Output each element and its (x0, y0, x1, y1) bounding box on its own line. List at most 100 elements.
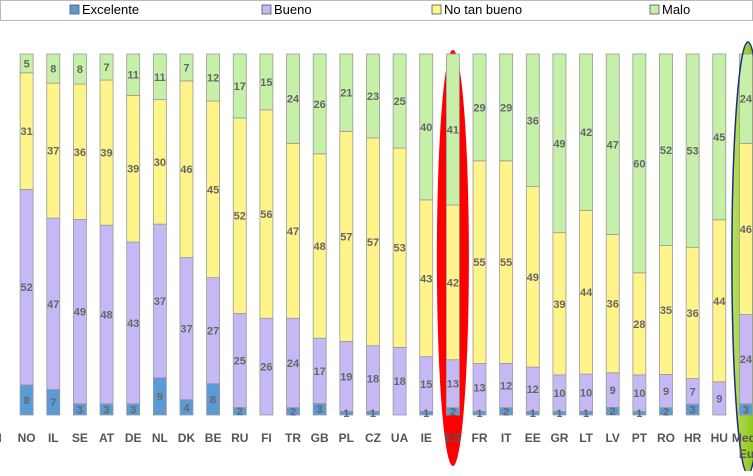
data-label-malo-cz: 23 (367, 91, 379, 103)
bar-malo-lt (579, 53, 593, 211)
bar-malo-lv (605, 53, 620, 235)
data-label-excelente-ru: 2 (237, 406, 243, 418)
bar-malo-be (206, 53, 221, 102)
x-tick-label-be: BE (205, 431, 222, 445)
data-label-bueno-il: 47 (47, 299, 59, 311)
x-tick-label-dk: DK (178, 431, 196, 445)
bar-malo-at (99, 53, 114, 81)
bar-malo-de (126, 53, 141, 96)
data-label-bueno-be: 27 (207, 326, 219, 338)
data-label-excelente-pt: 1 (636, 408, 642, 420)
x-tick-label-media-eur-1: Eur (739, 447, 753, 461)
data-label-malo-ru: 17 (234, 81, 246, 93)
bar-malo-es (445, 53, 460, 206)
data-label-bueno-pl: 19 (340, 371, 352, 383)
data-label-malo-hu: 45 (713, 132, 725, 144)
data-label-no-tan-bueno-ro: 35 (660, 305, 672, 317)
data-label-no-tan-bueno-fi: 56 (260, 209, 272, 221)
data-label-no-tan-bueno-cz: 57 (367, 237, 379, 249)
legend-label-bueno: Bueno (274, 2, 312, 17)
x-tick-label-ie: IE (421, 431, 432, 445)
bar-malo-no (19, 53, 34, 74)
bar-malo-gr (552, 53, 567, 234)
data-label-no-tan-bueno-ru: 52 (234, 211, 246, 223)
bar-malo-tr (286, 53, 300, 144)
data-label-excelente-ie: 1 (423, 408, 429, 420)
data-label-no-tan-bueno-es: 42 (447, 277, 459, 289)
bar-malo-il (46, 53, 61, 84)
x-tick-label-hr: HR (684, 431, 702, 445)
bar-malo-se (73, 53, 87, 85)
data-label-no-tan-bueno-pl: 57 (340, 231, 352, 243)
x-tick-label-it: IT (501, 431, 512, 445)
x-tick-label-gb: GB (311, 431, 329, 445)
data-label-malo-il: 8 (50, 64, 56, 76)
x-tick-label-pl: PL (339, 431, 354, 445)
data-label-excelente-se: 3 (77, 404, 83, 416)
data-label-malo-fi: 15 (260, 77, 272, 89)
data-label-excelente-fr: 1 (476, 408, 482, 420)
x-tick-label-cz: CZ (365, 431, 381, 445)
data-label-excelente-pl: 1 (343, 408, 349, 420)
x-tick-label-ru: RU (231, 431, 248, 445)
data-label-no-tan-bueno-hu: 44 (713, 296, 726, 308)
x-tick-label-media-eur-0: Media (732, 431, 753, 445)
data-label-malo-be: 12 (207, 73, 219, 85)
data-label-malo-es: 41 (447, 125, 459, 137)
bar-malo-pl (339, 53, 354, 132)
data-label-excelente-it: 2 (503, 406, 509, 418)
data-label-no-tan-bueno-lt: 44 (580, 287, 593, 299)
data-label-excelente-dk: 4 (183, 402, 190, 414)
data-label-no-tan-bueno-be: 45 (207, 184, 219, 196)
data-label-excelente-ee: 1 (530, 408, 536, 420)
data-label-malo-tr: 24 (287, 94, 300, 106)
x-tick-label-at: AT (99, 431, 115, 445)
data-label-malo-nl: 11 (154, 72, 166, 84)
data-label-no-tan-bueno-it: 55 (500, 257, 512, 269)
data-label-bueno-no: 52 (21, 282, 33, 294)
bar-malo-fi (259, 53, 274, 111)
data-label-bueno-dk: 37 (180, 324, 192, 336)
data-label-bueno-gb: 17 (314, 366, 326, 378)
data-label-bueno-lt: 10 (580, 388, 592, 400)
data-label-excelente-tr: 2 (290, 406, 296, 418)
data-label-bueno-pt: 10 (633, 388, 645, 400)
data-label-bueno-at: 48 (100, 310, 112, 322)
data-label-no-tan-bueno-gb: 48 (314, 241, 326, 253)
data-label-excelente-es: 2 (450, 406, 456, 418)
data-label-malo-hr: 53 (687, 146, 699, 158)
data-label-bueno-ee: 12 (527, 384, 539, 396)
data-label-bueno-es: 13 (447, 379, 459, 391)
bar-malo-ee (525, 53, 540, 188)
data-label-malo-lt: 42 (580, 127, 592, 139)
x-tick-label-fi: FI (261, 431, 272, 445)
data-label-excelente-gr: 1 (556, 408, 562, 420)
legend-label-excelente: Excelente (82, 2, 139, 17)
data-label-bueno-de: 43 (127, 318, 139, 330)
data-label-excelente-de: 3 (130, 404, 136, 416)
data-label-malo-media-eur: 24 (740, 94, 753, 106)
data-label-malo-no: 5 (24, 58, 30, 70)
data-label-no-tan-bueno-fr: 55 (473, 257, 485, 269)
bar-malo-gb (312, 53, 327, 155)
data-label-malo-ua: 25 (393, 96, 405, 108)
data-label-excelente-no: 8 (24, 395, 30, 407)
data-label-no-tan-bueno-media-eur: 46 (740, 224, 752, 236)
x-tick-label-nl: NL (152, 431, 168, 445)
bar-malo-hr (685, 53, 700, 248)
data-label-malo-ro: 52 (660, 145, 672, 157)
data-label-no-tan-bueno-ee: 49 (527, 272, 539, 284)
x-tick-label-il: IL (48, 431, 59, 445)
data-label-excelente-hr: 3 (690, 405, 696, 417)
x-tick-label-tr: TR (285, 431, 301, 445)
data-label-no-tan-bueno-hr: 36 (687, 308, 699, 320)
data-label-excelente-media-eur: 3 (743, 404, 749, 416)
data-label-malo-se: 8 (77, 64, 83, 76)
data-label-excelente-be: 8 (210, 394, 216, 406)
x-tick-label-pt: PT (632, 431, 648, 445)
data-label-malo-lv: 47 (607, 139, 619, 151)
data-label-malo-it: 29 (500, 102, 512, 114)
data-label-bueno-ro: 9 (663, 386, 669, 398)
x-tick-label-i: I (0, 431, 2, 445)
